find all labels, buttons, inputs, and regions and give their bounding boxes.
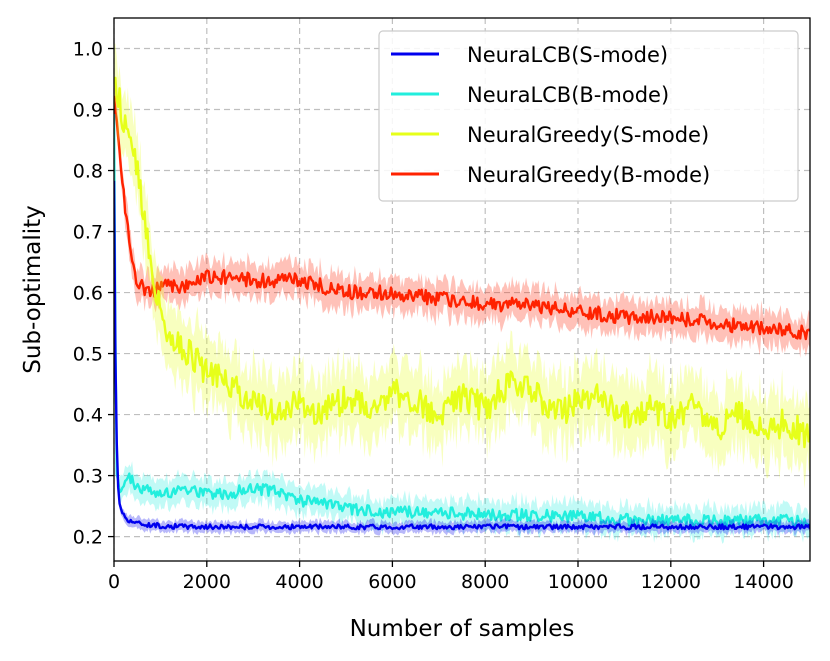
x-axis-label: Number of samples (350, 616, 575, 642)
series-layer (114, 43, 810, 544)
legend-box (378, 30, 799, 202)
series-line (114, 76, 810, 449)
y-tick-label: 1.0 (73, 39, 103, 61)
series-band (114, 43, 810, 489)
x-tick-label: 6000 (368, 571, 416, 593)
legend: NeuraLCB(S-mode) NeuraLCB(B-mode) NeuralGr… (378, 30, 799, 202)
series-line (114, 180, 810, 531)
series-line (114, 114, 810, 528)
legend-label: NeuralGreedy(S-mode) (467, 123, 709, 147)
x-tick-label: 10000 (548, 571, 608, 593)
x-tick-label: 8000 (461, 571, 509, 593)
x-tick-label: 12000 (641, 571, 701, 593)
y-tick-label: 0.3 (73, 466, 103, 488)
y-axis-label: Sub-optimality (20, 205, 46, 374)
y-tick-label: 0.9 (73, 100, 103, 122)
axis-ticks: 0 2000 4000 6000 8000 10000 12000 14000 0.2 0.3 0.… (73, 39, 794, 593)
y-tick-label: 0.7 (73, 222, 103, 244)
y-tick-label: 0.2 (73, 527, 103, 549)
series-band (114, 77, 810, 359)
y-tick-label: 0.4 (73, 405, 103, 427)
series-line (114, 95, 810, 341)
y-tick-label: 0.6 (73, 283, 103, 305)
y-tick-label: 0.8 (73, 161, 103, 183)
y-tick-label: 0.5 (73, 344, 103, 366)
legend-label: NeuraLCB(B-mode) (467, 83, 669, 107)
x-tick-label: 4000 (275, 571, 323, 593)
legend-label: NeuraLCB(S-mode) (467, 43, 668, 67)
plot-frame (113, 17, 811, 562)
x-tick-label: 14000 (733, 571, 793, 593)
legend-label: NeuralGreedy(B-mode) (467, 163, 710, 187)
x-tick-label: 2000 (183, 571, 231, 593)
x-tick-label: 0 (108, 571, 120, 593)
